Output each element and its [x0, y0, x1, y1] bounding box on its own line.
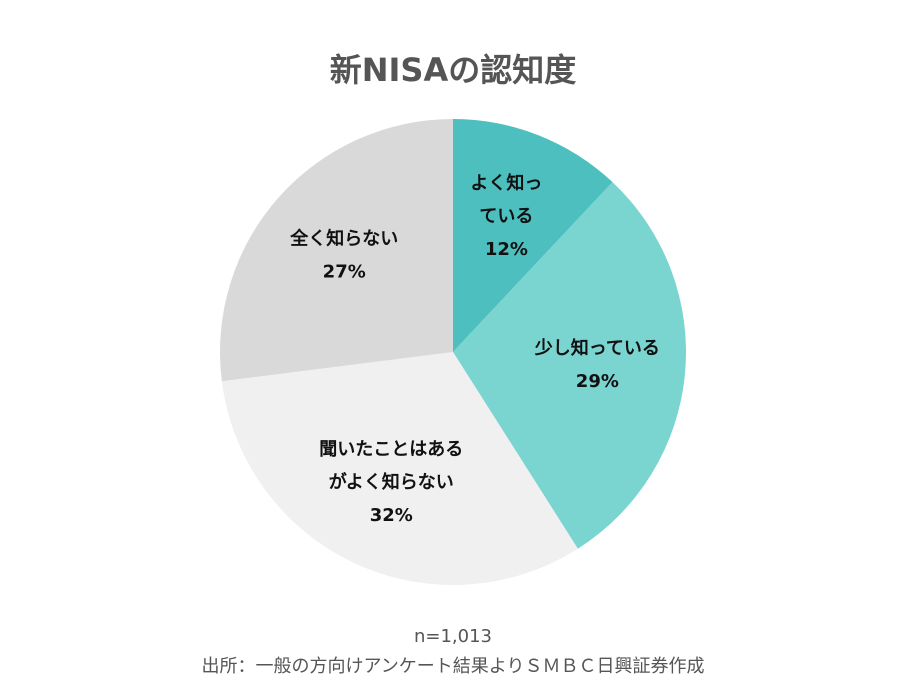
value-label: 12% [485, 239, 528, 260]
sample-note: n=1,013 [414, 626, 492, 647]
pie-slice [453, 182, 686, 549]
pie-slice [220, 119, 453, 382]
source-note: 出所：一般の方向けアンケート結果よりＳＭＢＣ日興証券作成 [202, 656, 705, 677]
slice-label: 少し知っている [534, 337, 660, 359]
pie-slice [221, 352, 578, 585]
slice-label: ている [479, 206, 533, 227]
slice-label: 全く知らない [289, 228, 398, 250]
chart-title: 新NISAの認知度 [330, 51, 577, 89]
slice-label: よく知っ [470, 172, 542, 194]
value-label: 29% [576, 371, 619, 392]
pie-slice [453, 119, 613, 352]
slice-label: がよく知らない [329, 471, 454, 493]
value-label: 32% [370, 505, 413, 526]
slice-label: 聞いたことはある [319, 439, 463, 460]
value-label: 27% [323, 262, 366, 283]
